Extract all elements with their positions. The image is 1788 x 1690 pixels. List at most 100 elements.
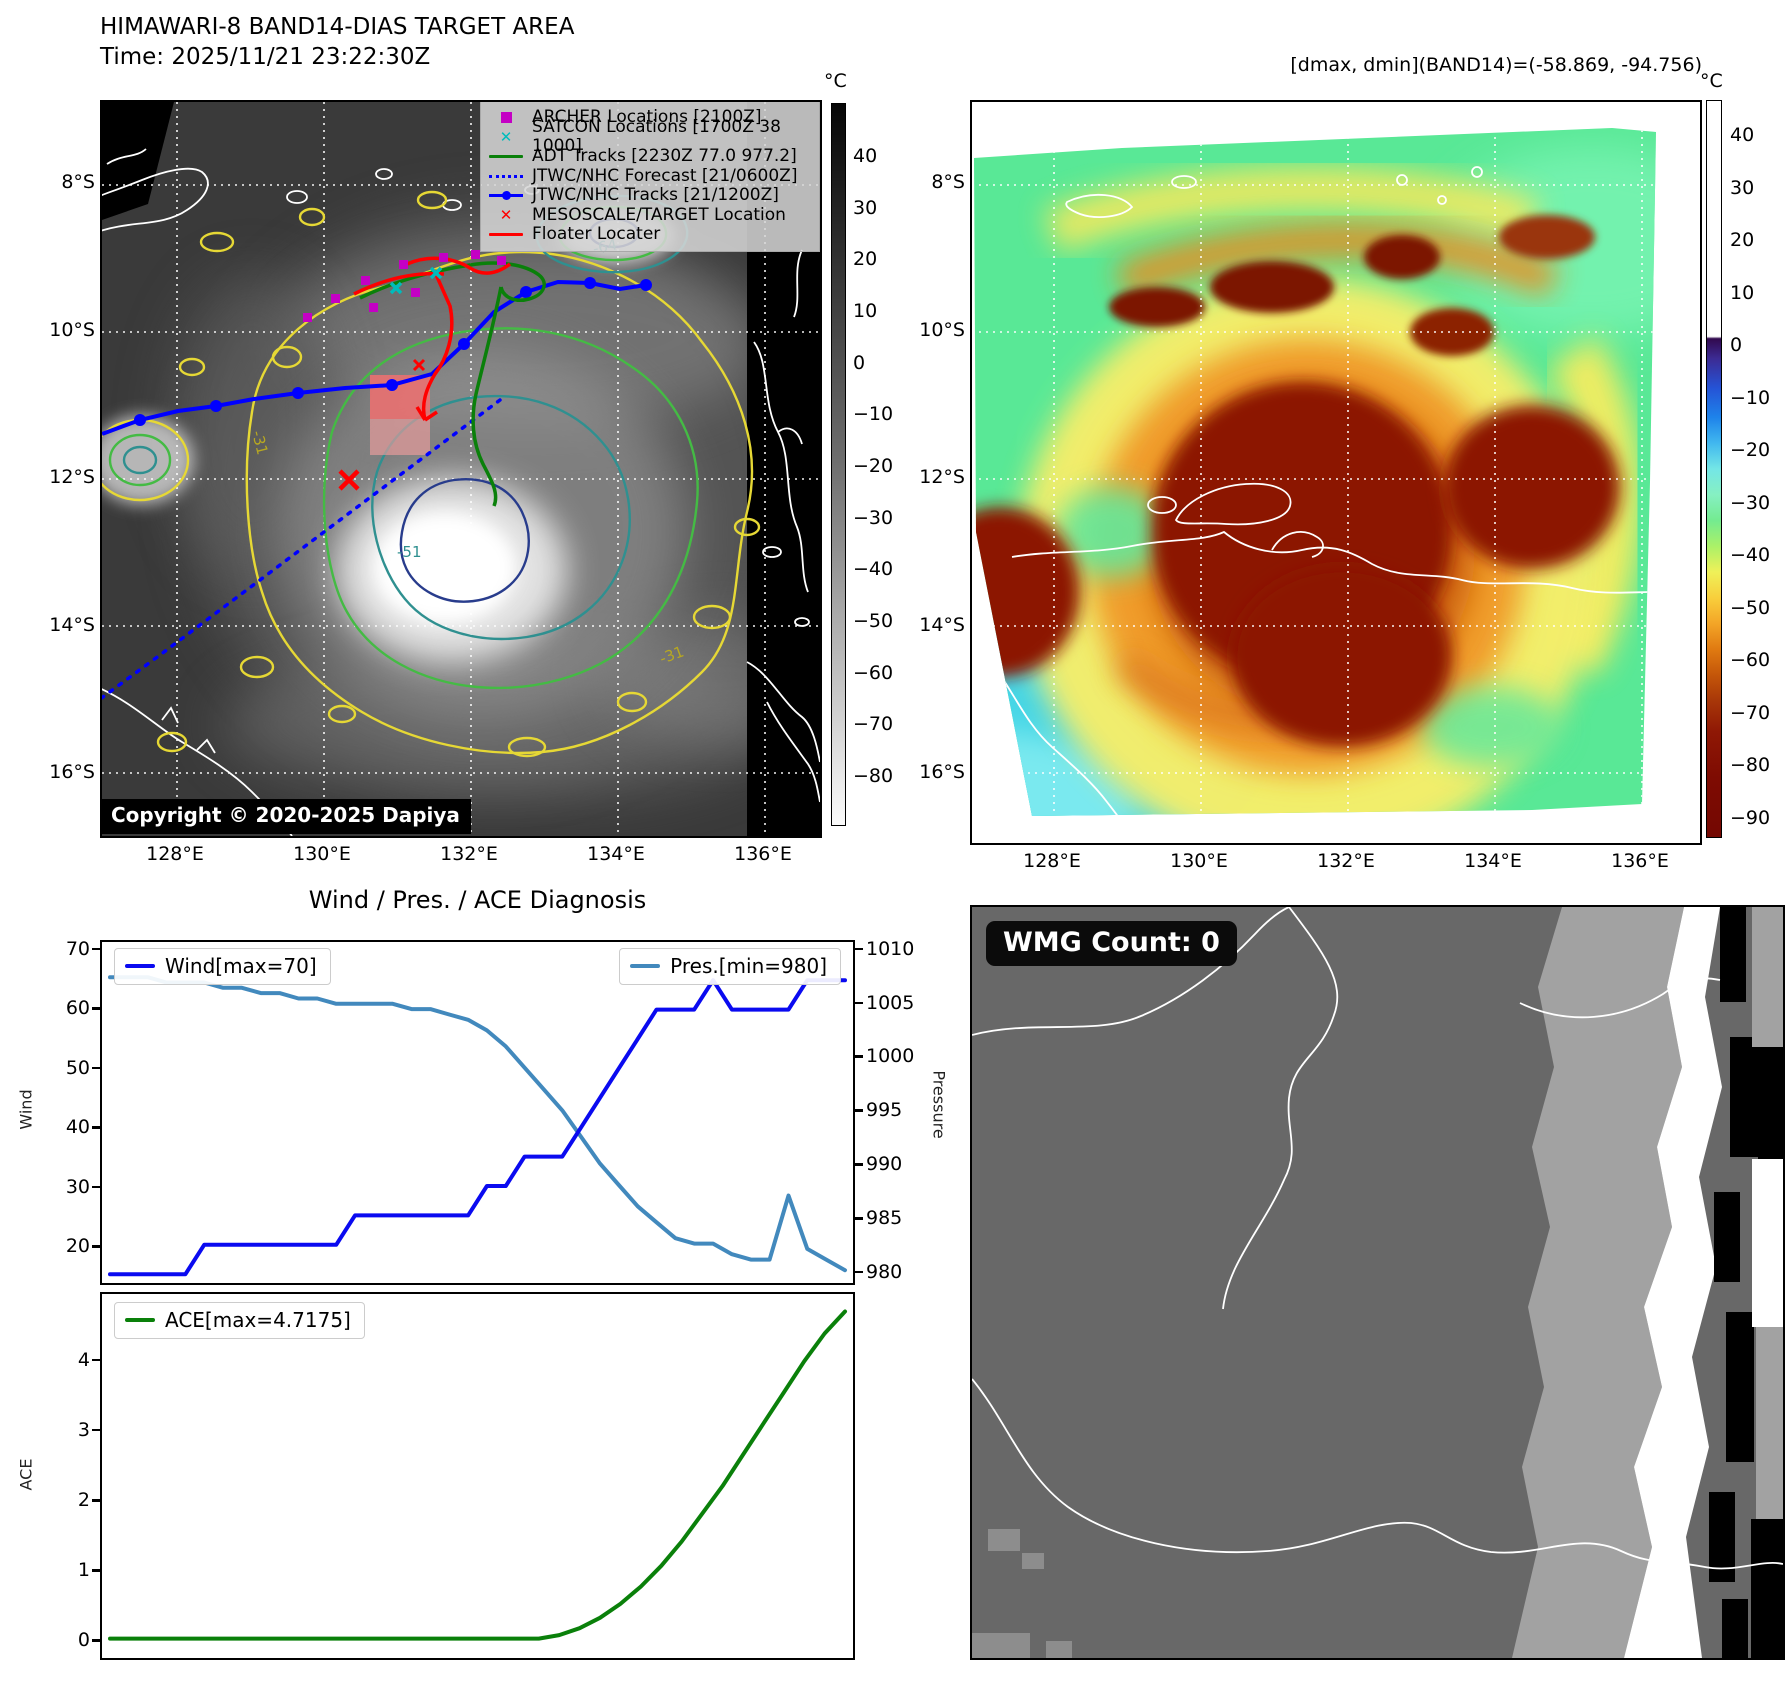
legend-item-1: ✕ SATCON Locations [1700Z 38 1000] (489, 117, 811, 156)
ace-tick-1: 3 (77, 1419, 90, 1442)
colorbar-tick-5: −10 (853, 403, 894, 426)
line-marker (489, 233, 523, 237)
lon-tick-2: 132°E (1317, 850, 1375, 872)
jtwc-track (102, 277, 652, 436)
wind-tick-0: 70 (65, 937, 90, 960)
wmg-band-black (1709, 907, 1758, 1658)
colorbar-tick-11: −70 (853, 713, 894, 736)
archer-markers (303, 250, 506, 322)
lon-tick-3: 134°E (587, 843, 645, 865)
wind-tick-2: 50 (65, 1056, 90, 1079)
pressure-tickmark-6 (855, 1271, 863, 1274)
wind-tickmark-3 (92, 1126, 100, 1129)
colorbar-tick-12: −80 (853, 764, 894, 787)
legend-swatch (489, 150, 523, 164)
line-dot-marker (489, 191, 523, 201)
legend-item-3: JTWC/NHC Forecast [21/0600Z] (489, 165, 811, 187)
wind-tick-1: 60 (65, 997, 90, 1020)
lat-tick-2: 12°S (49, 466, 95, 488)
ace-plot (108, 1309, 847, 1641)
pressure-tick-6: 980 (866, 1261, 903, 1284)
pressure-tickmark-3 (855, 1109, 863, 1112)
legend-label: ADT Tracks [2230Z 77.0 977.2] (532, 146, 797, 166)
legend-label: SATCON Locations [1700Z 38 1000] (532, 116, 781, 157)
wind-tickmark-5 (92, 1245, 100, 1248)
series-line (108, 975, 847, 1273)
band14-map-panel: -31 -31 -51 -64 (100, 100, 822, 838)
wind-tickmark-2 (92, 1066, 100, 1070)
colorbar-tick-0: 40 (1730, 124, 1755, 146)
ace-tick-4: 0 (77, 1629, 90, 1652)
colorbar-tick-6: −20 (853, 454, 894, 477)
satcon-markers (389, 266, 443, 295)
ace-legend-label: ACE[max=4.7175] (165, 1308, 351, 1332)
wind-legend: Wind[max=70] (114, 948, 331, 985)
series-line (108, 1309, 847, 1641)
colorbar-tick-13: −90 (1730, 806, 1771, 829)
colorbar-tick-12: −80 (1730, 754, 1771, 777)
band14-colorbar-unit: °C (824, 70, 847, 92)
pressure-tick-5: 985 (866, 1207, 903, 1230)
lat-tick-3: 14°S (919, 613, 965, 636)
pressure-tickmark-0 (855, 947, 863, 951)
band14-time: Time: 2025/11/21 23:22:30Z (100, 44, 431, 70)
pressure-tickmark-1 (855, 1001, 863, 1004)
colorbar-tick-4: 0 (1730, 334, 1743, 357)
legend-item-0: ARCHER Locations [2100Z] (489, 107, 811, 128)
awv-map-panel (970, 100, 1702, 845)
awv-colorbar-ticks: 40 30 20 10 0 −10 −20 −30 −40 −50 −60 −70 −80 −90 (1730, 124, 1782, 829)
colorbar-tick-10: −60 (853, 661, 894, 684)
awv-satellite-image (972, 102, 1700, 843)
lat-tick-3: 14°S (49, 613, 95, 636)
wmg-speckles (972, 1529, 1072, 1658)
legend-swatch (489, 189, 523, 203)
contour-label: -31 (248, 429, 271, 457)
colorbar-tick-2: 20 (853, 248, 878, 271)
wind-tickmark-1 (92, 1007, 100, 1010)
pressure-legend-swatch (630, 964, 661, 968)
dmax-dmin-band14: [dmax, dmin](BAND14)=(-58.869, -94.756) (1290, 54, 1702, 76)
awv-colorbar-unit: °C (1700, 70, 1723, 92)
copyright-badge: Copyright © 2020-2025 Dapiya (102, 799, 471, 834)
colorbar-tick-4: 0 (853, 351, 866, 374)
awv-colorbar (1706, 100, 1722, 838)
jtwc-forecast-track (102, 398, 502, 700)
ace-tickmark-3 (92, 1569, 100, 1572)
lat-tick-0: 8°S (931, 171, 965, 193)
ace-tick-3: 1 (77, 1559, 90, 1582)
pressure-legend-label: Pres.[min=980] (670, 954, 827, 978)
dotted-line-marker (489, 174, 523, 178)
legend-label: JTWC/NHC Forecast [21/0600Z] (532, 165, 798, 186)
band14-lon-axis: 128°E 130°E 132°E 134°E 136°E (135, 843, 803, 865)
wmg-band-white (1624, 907, 1722, 1658)
x-marker: ✕ (499, 128, 513, 147)
legend-label: MESOSCALE/TARGET Location (532, 204, 786, 225)
colorbar-tick-11: −70 (1730, 701, 1771, 724)
legend-item-5: ✕ MESOSCALE/TARGET Location (489, 204, 811, 226)
x-marker: ✕ (499, 206, 513, 225)
colorbar-tick-3: 10 (1730, 281, 1755, 304)
wind-tick-3: 40 (65, 1116, 90, 1139)
ace-tickmark-0 (92, 1358, 100, 1362)
coastlines (972, 907, 1783, 1570)
colorbar-tick-7: −30 (1730, 491, 1771, 514)
pressure-tickmark-2 (855, 1055, 863, 1058)
series-line (108, 978, 847, 1277)
wind-legend-label: Wind[max=70] (165, 954, 317, 978)
lon-tick-4: 136°E (734, 843, 792, 865)
ace-tickmark-2 (92, 1499, 100, 1502)
wmg-panel: WMG Count: 0 (970, 905, 1785, 1660)
lat-tick-0: 8°S (61, 171, 95, 193)
pressure-tick-1: 1005 (866, 991, 915, 1014)
lon-tick-0: 128°E (146, 843, 204, 865)
lat-tick-2: 12°S (919, 466, 965, 488)
colorbar-tick-10: −60 (1730, 649, 1771, 672)
contour-label: -51 (397, 543, 422, 561)
lon-tick-0: 128°E (1023, 850, 1081, 872)
coastlines (989, 166, 1656, 816)
lon-tick-2: 132°E (440, 843, 498, 865)
lat-tick-4: 16°S (919, 761, 965, 783)
band14-map-legend: ARCHER Locations [2100Z] ✕ SATCON Location… (480, 102, 820, 252)
colorbar-tick-1: 30 (853, 196, 878, 219)
